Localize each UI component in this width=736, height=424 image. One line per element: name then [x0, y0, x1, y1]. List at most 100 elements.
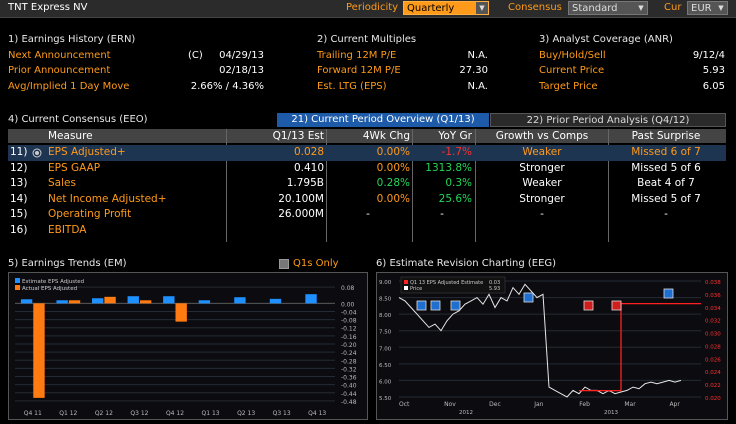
event-marker-icon [416, 300, 427, 311]
confirmed-flag: (C) [188, 50, 203, 61]
estimate-revision-title[interactable]: 6) Estimate Revision Charting (EEG) [376, 258, 557, 269]
table-header [8, 129, 726, 143]
measure-name[interactable]: EBITDA [48, 223, 87, 236]
analyst-coverage-title[interactable]: 3) Analyst Coverage (ANR) [539, 34, 673, 45]
actual-bar [33, 303, 45, 398]
current-consensus-title[interactable]: 4) Current Consensus (EEO) [8, 114, 148, 125]
current-price-label: Current Price [539, 65, 605, 76]
x-tick-label: Q4 13 [308, 410, 326, 417]
growth-vs-comps-value: Weaker [522, 146, 562, 158]
estimate-value: 20.100M [278, 192, 324, 205]
implied-move-value: 2.66% / 4.36% [190, 81, 264, 92]
row-number: 13) [10, 177, 28, 189]
yoy-growth-value: 1313.8% [425, 161, 472, 174]
right-axis-label: 0.024 [705, 370, 721, 376]
x-tick-label: Q1 13 [202, 410, 220, 417]
header-estimate[interactable]: Q1/13 Est [272, 130, 324, 142]
row-number: 11) [10, 146, 28, 158]
actual-bar [139, 300, 152, 304]
consensus-label: Consensus [508, 2, 562, 13]
measure-name[interactable]: Net Income Adjusted+ [48, 192, 167, 205]
row-number: 15) [10, 208, 28, 220]
implied-move-label: Avg/Implied 1 Day Move [8, 81, 130, 92]
actual-bar [68, 300, 81, 304]
column-divider [475, 129, 476, 242]
buy-hold-sell-row: Buy/Hold/Sell 9/12/4 [539, 50, 725, 65]
right-axis-label: 0.026 [705, 357, 721, 363]
earnings-trends-chart[interactable]: 0.08 0.00 -0.04 -0.08 -0.12 -0.16 -0.20 -0.24 -0… [8, 272, 368, 420]
right-axis-label: 0.038 [705, 280, 721, 286]
chevron-down-icon: ▼ [635, 2, 647, 14]
consensus-dropdown[interactable]: Standard ▼ [568, 1, 648, 15]
yoy-growth-value: 25.6% [438, 192, 472, 205]
measure-name[interactable]: EPS GAAP [48, 161, 101, 174]
actual-bar [104, 296, 116, 304]
earnings-trends-title[interactable]: 5) Earnings Trends (EM) [8, 258, 127, 269]
x-tick-label: Apr [669, 401, 680, 408]
estimate-revision-svg: 9.00 8.50 8.00 7.50 7.00 6.50 6.00 5.50 0.038 0.0… [379, 276, 721, 416]
estimate-bar [305, 294, 317, 304]
table-row[interactable]: 16) EBITDA [8, 223, 726, 239]
event-marker-icon [663, 288, 674, 299]
currency-dropdown[interactable]: EUR ▼ [687, 1, 728, 15]
table-row[interactable]: 14) Net Income Adjusted+ 20.100M 0.00% 2… [8, 192, 726, 208]
past-surprise-value: - [664, 208, 668, 220]
estimate-revision-chart[interactable]: 9.00 8.50 8.00 7.50 7.00 6.50 6.00 5.50 0.038 0.0… [376, 272, 728, 420]
x-tick-label: Jan [533, 401, 543, 408]
next-announcement-row: Next Announcement (C) 04/29/13 [8, 50, 264, 65]
current-multiples-title[interactable]: 2) Current Multiples [317, 34, 417, 45]
earnings-history-panel: Next Announcement (C) 04/29/13 Prior Ann… [8, 50, 264, 96]
periodicity-label: Periodicity [346, 2, 399, 13]
y-tick-label: -0.12 [341, 326, 357, 333]
estimate-value: 0.028 [293, 146, 324, 158]
y-tick-label: -0.40 [341, 383, 357, 390]
x-tick-label: Q2 13 [237, 410, 255, 417]
ltg-row: Est. LTG (EPS) N.A. [317, 81, 488, 96]
x-tick-label: Q1 12 [59, 410, 77, 417]
tab-prior-period[interactable]: 22) Prior Period Analysis (Q4/12) [490, 113, 726, 127]
next-announcement-label: Next Announcement [8, 50, 111, 61]
column-divider [412, 129, 413, 242]
measure-name[interactable]: Operating Profit [48, 208, 132, 220]
header-4wk-chg[interactable]: 4Wk Chg [362, 130, 410, 142]
past-surprise-value: Missed 6 of 7 [631, 146, 701, 158]
estimate-bar [127, 296, 139, 304]
analyst-coverage-panel: Buy/Hold/Sell 9/12/4 Current Price 5.93 … [539, 50, 725, 96]
estimate-bar [163, 296, 175, 304]
legend-swatch-estimate [404, 280, 408, 284]
ltg-label: Est. LTG (EPS) [317, 81, 387, 92]
selected-radio-icon[interactable] [32, 145, 44, 161]
currency-label: Cur [664, 2, 682, 13]
table-row[interactable]: 12) EPS GAAP 0.410 0.00% 1313.8% Stronge… [8, 161, 726, 177]
x-tick-label: Dec [489, 401, 501, 408]
periodicity-dropdown[interactable]: Quarterly ▼ [403, 1, 489, 15]
y-tick-label: -0.16 [341, 334, 357, 341]
y-tick-label: -0.32 [341, 366, 357, 373]
x-tick-label: Q3 13 [273, 410, 291, 417]
growth-vs-comps-value: Stronger [519, 192, 565, 205]
left-axis-label: 8.00 [379, 313, 392, 319]
column-divider [226, 129, 227, 242]
table-row[interactable]: 13) Sales 1.795B 0.28% 0.3% Weaker Beat … [8, 176, 726, 192]
q1s-only-checkbox[interactable] [279, 259, 289, 269]
top-toolbar: TNT Express NV Periodicity Quarterly ▼ C… [0, 0, 736, 18]
header-growth-vs-comps[interactable]: Growth vs Comps [495, 130, 589, 142]
target-price-value: 6.05 [702, 81, 725, 92]
header-measure[interactable]: Measure [48, 130, 93, 142]
4wk-change-value: 0.00% [376, 192, 410, 205]
table-row[interactable]: 15) Operating Profit 26.000M - - - - [8, 207, 726, 223]
table-row[interactable]: 11) EPS Adjusted+ 0.028 0.00% -1.7% Weak… [8, 145, 726, 161]
event-marker-icon [583, 300, 594, 311]
header-past-surprise[interactable]: Past Surprise [631, 130, 701, 142]
measure-name[interactable]: Sales [48, 177, 76, 189]
tab-current-period[interactable]: 21) Current Period Overview (Q1/13) [277, 113, 489, 127]
4wk-change-value: 0.00% [376, 161, 410, 174]
earnings-history-title[interactable]: 1) Earnings History (ERN) [8, 34, 136, 45]
measure-name[interactable]: EPS Adjusted+ [48, 146, 126, 158]
x-tick-label: Q4 11 [24, 410, 42, 417]
buy-hold-sell-label: Buy/Hold/Sell [539, 50, 606, 61]
header-yoy-gr[interactable]: YoY Gr [438, 130, 472, 142]
4wk-change-value: 0.00% [376, 146, 410, 158]
target-price-label: Target Price [539, 81, 598, 92]
current-price-row: Current Price 5.93 [539, 65, 725, 81]
